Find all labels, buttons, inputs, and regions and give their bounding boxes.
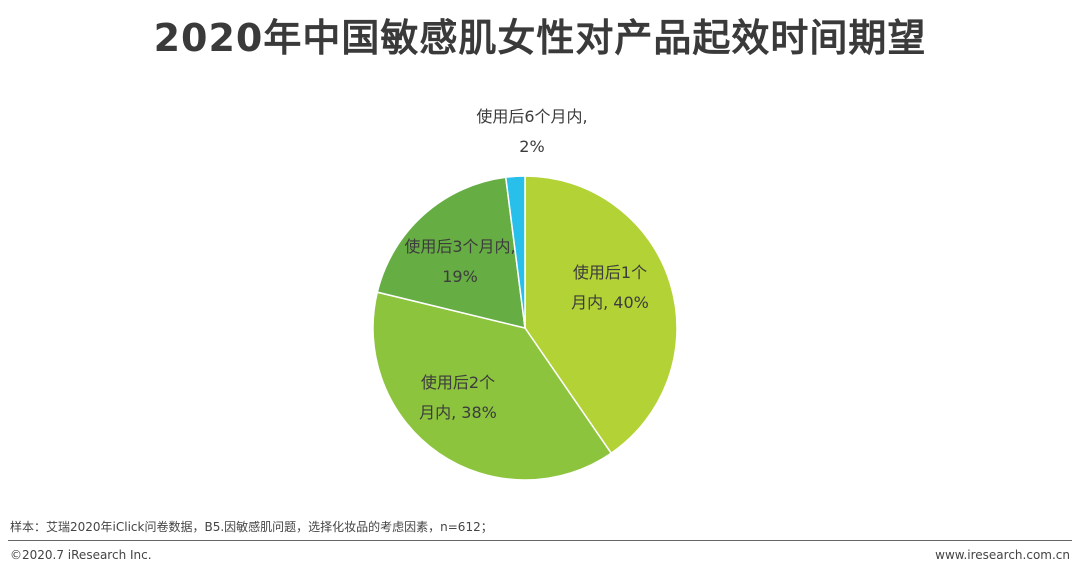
source-note: 样本：艾瑞2020年iClick问卷数据，B5.因敏感肌问题，选择化妆品的考虑因… (10, 520, 493, 534)
footer-divider (8, 540, 1072, 541)
website-link[interactable]: www.iresearch.com.cn (935, 548, 1070, 562)
pie-slice-1 (524, 175, 678, 455)
pie-slice-2 (372, 291, 613, 481)
chart-title: 2020年中国敏感肌女性对产品起效时间期望 (153, 16, 927, 60)
copyright-text: ©2020.7 iResearch Inc. (10, 548, 152, 562)
pie-slice-4 (504, 175, 526, 329)
slice-label-4: 使用后6个月内, 2% (476, 107, 587, 156)
slice-label-3: 使用后3个月内, 19% (404, 237, 515, 286)
pie-slice-3 (376, 176, 526, 329)
slice-label-2: 使用后2个月内, 38% (419, 373, 497, 422)
slice-label-1: 使用后1个月内, 40% (571, 263, 649, 312)
